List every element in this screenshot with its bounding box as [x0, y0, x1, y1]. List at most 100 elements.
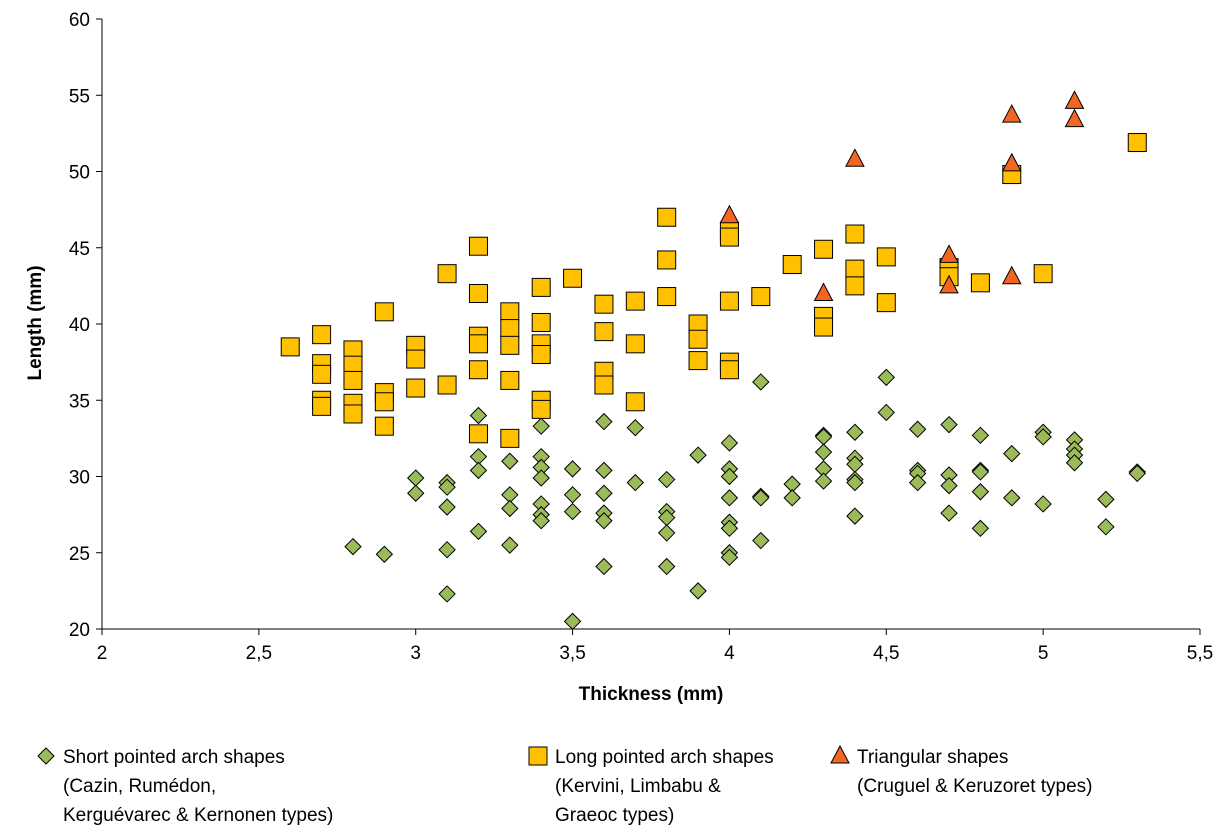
y-tick-label: 35 [69, 391, 90, 412]
data-point [783, 489, 801, 507]
data-point [877, 403, 895, 422]
data-point [752, 531, 770, 550]
data-point [876, 293, 896, 313]
data-point [1097, 518, 1115, 536]
x-tick-label: 5,5 [1187, 643, 1213, 664]
data-point [500, 319, 520, 339]
legend: Short pointed arch shapes (Cazin, Rumédon… [37, 744, 1093, 826]
data-point [752, 489, 770, 507]
data-point [814, 317, 834, 337]
y-axis-title: Length (mm) [25, 265, 46, 380]
data-point [720, 548, 739, 567]
data-point [595, 461, 613, 480]
data-point [1128, 464, 1146, 483]
data-point [468, 334, 488, 354]
data-point [625, 291, 645, 311]
data-point [908, 420, 927, 438]
data-point [940, 415, 958, 434]
data-point [438, 540, 456, 559]
data-point [344, 537, 362, 556]
data-point [689, 446, 707, 464]
data-point [469, 461, 488, 480]
data-point [752, 373, 770, 391]
y-tick-label: 30 [69, 468, 90, 489]
data-point [438, 478, 456, 496]
data-point [312, 325, 332, 345]
legend-entry-diamond: Short pointed arch shapes (Cazin, Rumédon… [37, 747, 333, 826]
data-point [720, 434, 739, 452]
data-point [1034, 428, 1052, 446]
data-point [939, 244, 959, 263]
data-point [501, 499, 519, 518]
data-point [595, 412, 613, 431]
data-point [594, 294, 614, 314]
data-point [1097, 490, 1115, 509]
data-point [1034, 495, 1052, 513]
data-point [626, 418, 645, 437]
data-point [468, 236, 488, 256]
data-point [374, 416, 394, 436]
legend-label: Long pointed arch shapes [555, 747, 774, 768]
data-point [846, 473, 864, 492]
series-triangle [719, 90, 1085, 301]
x-tick-label: 3,5 [559, 643, 585, 664]
y-tick-label: 60 [69, 10, 90, 31]
data-point [1065, 454, 1084, 472]
data-point [751, 287, 771, 307]
data-point [531, 277, 551, 297]
x-tick-label: 5 [1038, 643, 1049, 664]
legend-label: Triangular shapes [857, 747, 1008, 768]
y-tick-label: 20 [69, 620, 90, 641]
data-point [720, 467, 739, 486]
data-point [1064, 108, 1085, 128]
data-point [374, 392, 394, 412]
data-point [688, 351, 708, 371]
data-point [501, 536, 519, 554]
legend-label: Kerguévarec & Kernonen types) [63, 805, 333, 826]
data-point [971, 426, 990, 445]
y-tick-label: 40 [69, 315, 90, 336]
data-point [531, 399, 551, 419]
legend-label: Graeoc types) [555, 805, 674, 826]
data-point [626, 473, 645, 492]
data-point [877, 368, 895, 387]
data-point [531, 312, 551, 332]
data-point [437, 375, 457, 395]
data-point [532, 417, 550, 435]
data-point [970, 273, 990, 293]
y-tick-label: 55 [69, 86, 90, 107]
tick-labels: 2 2,5 3 3,5 4 4,5 5 5,5 20 25 30 35 40 45 50 55 60 [69, 10, 1213, 664]
data-point [657, 287, 677, 307]
legend-label: (Cazin, Rumédon, [63, 776, 216, 797]
data-point [437, 264, 457, 284]
plot-area [280, 90, 1147, 631]
data-point [343, 404, 363, 424]
data-point [1001, 152, 1022, 172]
y-tick-label: 25 [69, 544, 90, 565]
data-point [846, 423, 864, 441]
axes [96, 18, 1201, 635]
data-point [312, 396, 332, 416]
data-point [814, 472, 833, 490]
data-point [469, 406, 488, 425]
data-point [563, 268, 583, 288]
x-tick-label: 4 [724, 643, 735, 664]
x-axis-title: Thickness (mm) [579, 684, 724, 705]
data-point [845, 259, 865, 279]
data-point [500, 302, 520, 322]
data-point [563, 502, 582, 521]
series-square [280, 133, 1147, 448]
legend-label: (Cruguel & Keruzoret types) [857, 776, 1093, 797]
legend-marker-diamond [37, 747, 55, 765]
data-point [595, 557, 613, 576]
data-point [1001, 265, 1022, 285]
data-point [343, 370, 363, 390]
data-point [595, 512, 613, 530]
legend-marker-triangle [830, 744, 850, 764]
data-point [940, 476, 958, 495]
data-point [813, 282, 834, 301]
data-point [594, 375, 614, 395]
legend-label: (Kervini, Limbabu & [555, 776, 721, 797]
data-point [719, 227, 739, 247]
